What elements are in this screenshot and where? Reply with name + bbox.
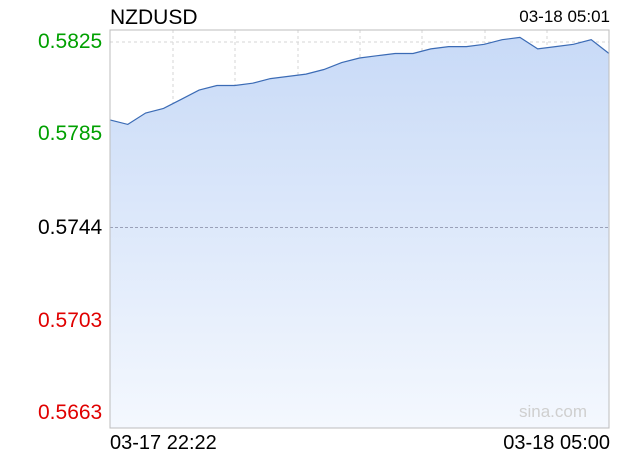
price-line bbox=[109, 36, 610, 126]
x-axis-start-label: 03-17 22:22 bbox=[110, 432, 217, 454]
x-axis-end-label: 03-18 05:00 bbox=[503, 432, 610, 454]
y-tick-label: 0.5663 bbox=[38, 401, 103, 424]
price-area bbox=[110, 37, 609, 429]
y-tick-label: 0.5703 bbox=[38, 309, 103, 333]
plot-frame bbox=[109, 29, 610, 429]
y-tick-label: 0.5785 bbox=[38, 121, 103, 145]
y-tick-label: 0.5825 bbox=[38, 30, 103, 53]
watermark: sina.com bbox=[518, 402, 587, 421]
chart-title: NZDUSD bbox=[110, 6, 198, 29]
last-update-timestamp: 03-18 05:01 bbox=[519, 7, 610, 26]
y-tick-label: 0.5744 bbox=[38, 215, 103, 239]
